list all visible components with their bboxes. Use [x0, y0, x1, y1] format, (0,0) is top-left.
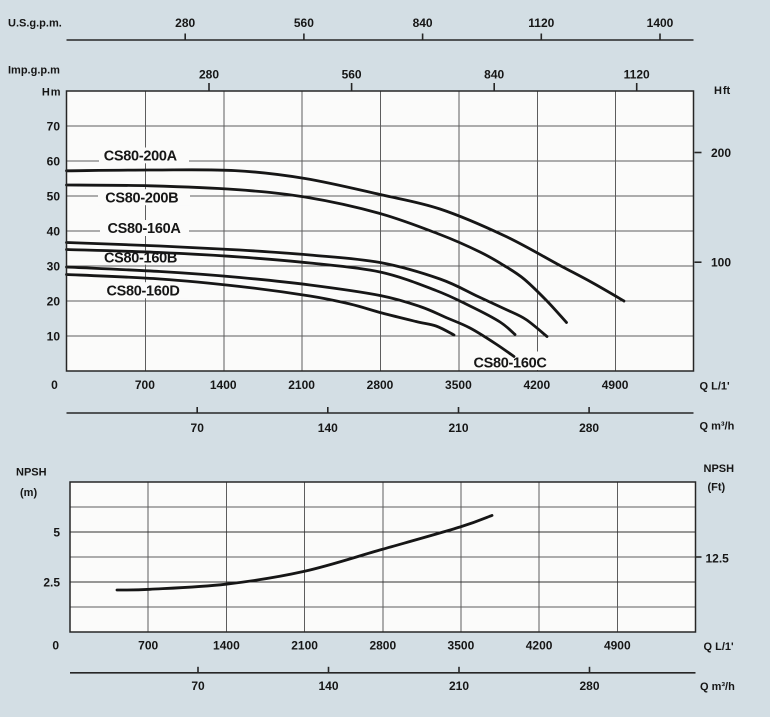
- svg-text:70: 70: [191, 421, 205, 435]
- svg-text:2800: 2800: [369, 639, 396, 653]
- svg-text:1400: 1400: [210, 378, 237, 392]
- svg-text:CS80-200B: CS80-200B: [105, 190, 178, 206]
- svg-text:2800: 2800: [367, 378, 394, 392]
- svg-text:280: 280: [175, 16, 195, 30]
- svg-text:210: 210: [448, 421, 468, 435]
- svg-text:NPSH: NPSH: [16, 467, 47, 479]
- svg-text:Q L/1': Q L/1': [700, 381, 731, 393]
- svg-text:CS80-160B: CS80-160B: [104, 251, 177, 267]
- svg-text:0: 0: [52, 639, 59, 653]
- svg-text:70: 70: [47, 119, 61, 133]
- svg-text:(Ft): (Ft): [708, 482, 726, 494]
- svg-text:NPSH: NPSH: [704, 463, 735, 475]
- svg-text:100: 100: [711, 256, 731, 270]
- svg-text:U.S.g.p.m.: U.S.g.p.m.: [8, 18, 62, 30]
- svg-text:CS80-160C: CS80-160C: [473, 355, 547, 371]
- svg-text:10: 10: [47, 329, 61, 343]
- svg-text:210: 210: [449, 679, 469, 693]
- svg-text:Q m³/h: Q m³/h: [700, 421, 735, 433]
- svg-text:2100: 2100: [288, 378, 315, 392]
- svg-text:1120: 1120: [624, 68, 650, 82]
- svg-text:200: 200: [711, 146, 731, 160]
- svg-text:3500: 3500: [448, 639, 475, 653]
- svg-text:840: 840: [413, 16, 433, 30]
- svg-text:1120: 1120: [528, 16, 554, 30]
- svg-text:4200: 4200: [526, 639, 553, 653]
- svg-text:140: 140: [318, 421, 338, 435]
- svg-text:0: 0: [51, 378, 58, 392]
- svg-text:5: 5: [53, 525, 60, 539]
- svg-text:4200: 4200: [523, 378, 550, 392]
- svg-text:280: 280: [579, 679, 599, 693]
- svg-text:20: 20: [47, 294, 61, 308]
- svg-text:4900: 4900: [602, 378, 629, 392]
- svg-text:12.5: 12.5: [706, 551, 730, 565]
- svg-text:50: 50: [47, 189, 61, 203]
- svg-text:1400: 1400: [213, 639, 240, 653]
- svg-text:4900: 4900: [604, 639, 631, 653]
- svg-text:700: 700: [138, 639, 158, 653]
- svg-text:1400: 1400: [647, 16, 674, 30]
- svg-text:2100: 2100: [291, 639, 318, 653]
- svg-text:280: 280: [199, 68, 219, 82]
- svg-text:2.5: 2.5: [43, 575, 60, 589]
- svg-text:70: 70: [191, 679, 205, 693]
- svg-text:560: 560: [342, 68, 362, 82]
- svg-text:560: 560: [294, 16, 314, 30]
- svg-text:140: 140: [318, 679, 338, 693]
- svg-text:840: 840: [484, 68, 504, 82]
- svg-text:CS80-160D: CS80-160D: [106, 283, 179, 299]
- svg-text:Imp.g.p.m: Imp.g.p.m: [8, 65, 60, 77]
- svg-text:700: 700: [135, 378, 155, 392]
- svg-text:60: 60: [47, 154, 61, 168]
- svg-text:Q L/1': Q L/1': [704, 641, 735, 653]
- svg-text:CS80-160A: CS80-160A: [107, 221, 181, 237]
- svg-text:H m: H m: [42, 87, 61, 99]
- svg-text:280: 280: [579, 421, 599, 435]
- svg-text:40: 40: [47, 224, 61, 238]
- svg-text:Q m³/h: Q m³/h: [700, 681, 735, 693]
- svg-text:3500: 3500: [445, 378, 472, 392]
- svg-text:CS80-200A: CS80-200A: [104, 149, 178, 165]
- svg-text:(m): (m): [20, 487, 37, 499]
- svg-text:30: 30: [47, 259, 61, 273]
- svg-text:H ft: H ft: [714, 85, 731, 97]
